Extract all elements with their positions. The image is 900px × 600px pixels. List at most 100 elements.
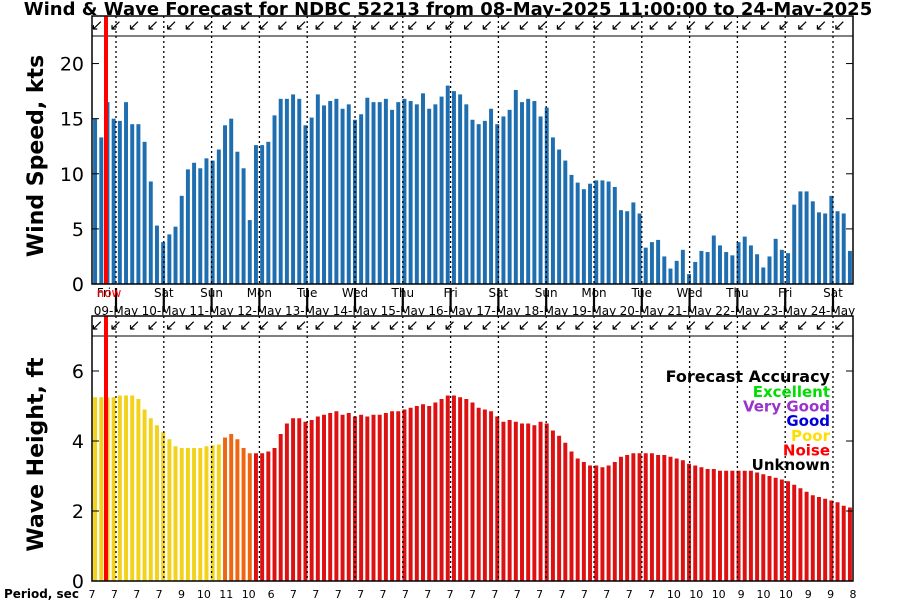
direction-arrow: ↙ [444,16,457,34]
bar [241,448,246,581]
bar [167,439,172,581]
bar [427,406,432,581]
bar [445,395,450,581]
direction-arrow: ↙ [388,316,401,334]
bar [748,245,753,284]
bar [192,448,197,581]
bar [235,151,240,284]
bar [748,470,753,581]
period-value: 8 [850,588,857,600]
bar [414,104,419,284]
direction-arrow: ↙ [202,316,215,334]
bar [600,467,605,581]
bar [779,479,784,581]
bar [773,238,778,284]
bar [216,149,221,284]
plot-frame [91,15,854,285]
bar [693,261,698,284]
bar [730,255,735,284]
bar [173,446,178,581]
bar [649,453,654,581]
bar [99,137,104,284]
period-value: 7 [648,588,655,600]
bar [786,481,791,581]
bar [229,118,234,284]
bar [482,120,487,285]
bar [625,211,630,284]
y-axis-label: Wave Height, ft [24,357,49,552]
bar [476,407,481,581]
bar [680,460,685,581]
bar [810,495,815,581]
bar [798,488,803,581]
bar [185,169,190,284]
bar [724,470,729,581]
bar [507,420,512,581]
legend-item: Unknown [752,456,830,474]
y-tick-label: 6 [72,361,84,383]
direction-arrow: ↙ [332,316,345,334]
bar [526,98,531,284]
direction-arrow: ↙ [740,316,753,334]
bar [792,204,797,284]
bar [365,97,370,284]
period-value: 7 [626,588,633,600]
period-value: 10 [779,588,793,600]
bar [588,465,593,581]
period-value: 7 [559,588,566,600]
period-value: 7 [335,588,342,600]
bar [625,455,630,581]
bar [359,114,364,284]
direction-arrow: ↙ [518,16,531,34]
bar [315,416,320,581]
bar [606,181,611,284]
direction-arrow: ↙ [833,316,846,334]
bar [297,418,302,581]
bar [532,425,537,581]
bar [229,434,234,581]
bar [816,212,821,284]
bar [470,119,475,285]
bar [427,108,432,284]
bar [711,235,716,284]
direction-arrow: ↙ [481,16,494,34]
direction-arrow: ↙ [833,16,846,34]
bar [328,413,333,581]
direction-arrow: ↙ [351,316,364,334]
direction-arrow: ↙ [184,16,197,34]
bar [550,137,555,284]
bar [223,437,227,581]
bar [297,98,302,284]
direction-arrow: ↙ [184,316,197,334]
bar [451,395,456,581]
bar [501,421,506,581]
direction-arrow: ↙ [592,16,605,34]
direction-arrow: ↙ [314,316,327,334]
bar [470,402,475,581]
period-value: 10 [712,588,726,600]
bar [544,107,549,284]
bar [117,395,122,581]
bar [167,234,172,284]
direction-arrow: ↙ [666,16,679,34]
period-value: 10 [667,588,681,600]
period-value: 7 [491,588,498,600]
bar [755,472,760,581]
direction-arrow: ↙ [536,316,549,334]
y-tick-label: 20 [60,54,84,76]
bar [730,470,735,581]
bar [779,249,784,284]
bar [309,420,314,581]
direction-arrow: ↙ [722,16,735,34]
bar [538,116,543,285]
now-label: now [97,286,122,300]
bar [501,116,506,285]
bar [340,108,345,284]
bar [662,256,667,284]
bar [377,414,382,581]
bar [705,252,710,284]
bar [823,498,828,581]
bar [792,484,797,581]
direction-arrow: ↙ [369,316,382,334]
bar [192,162,197,284]
